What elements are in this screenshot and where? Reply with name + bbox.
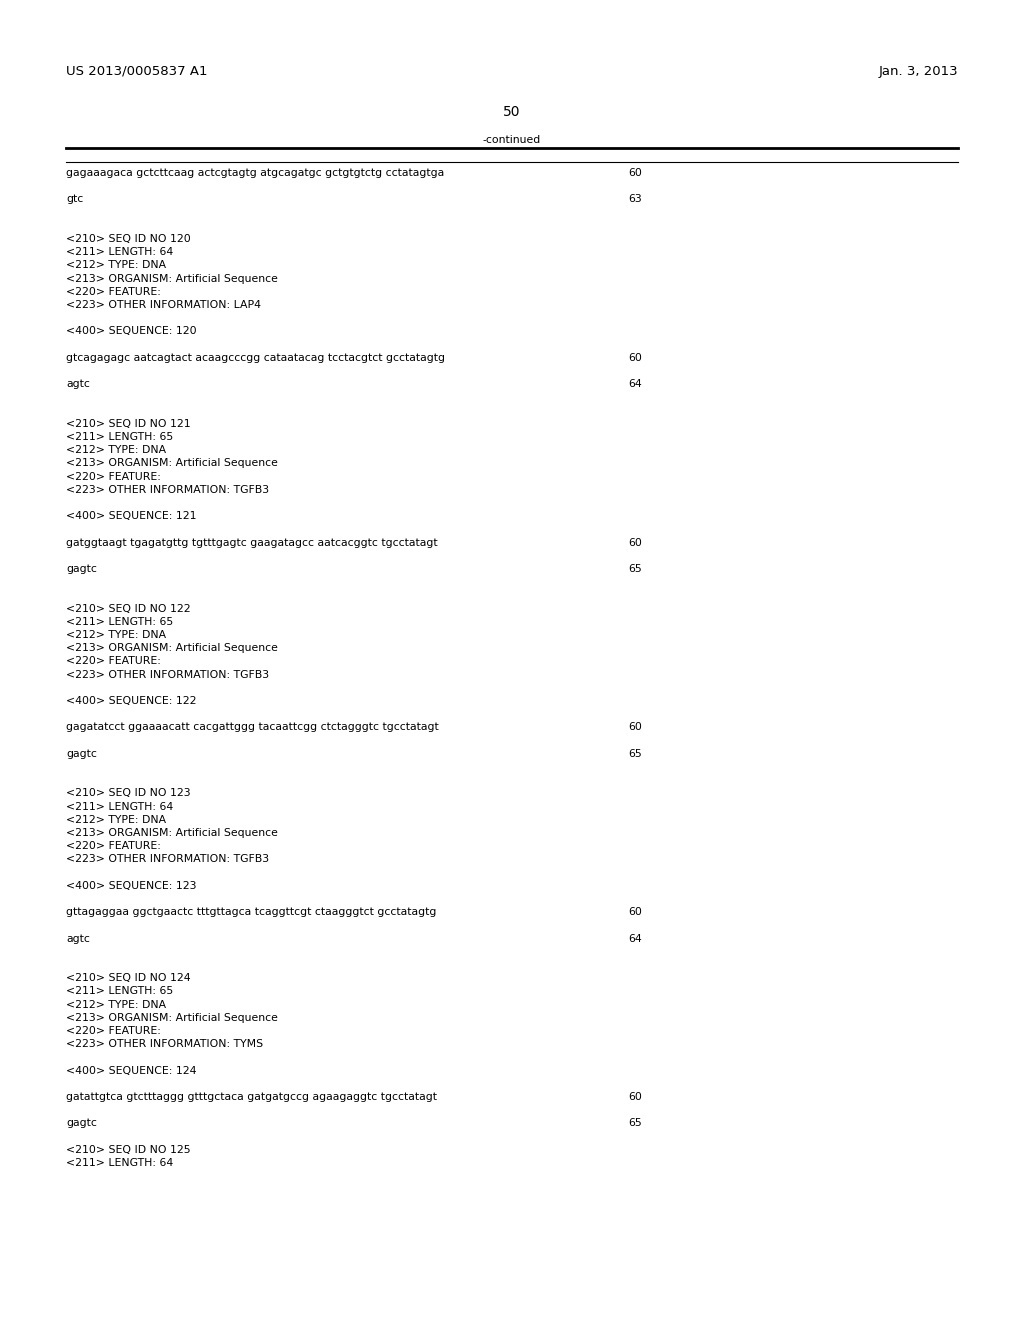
Text: 60: 60 — [628, 907, 642, 917]
Text: gatggtaagt tgagatgttg tgtttgagtc gaagatagcc aatcacggtc tgcctatagt: gatggtaagt tgagatgttg tgtttgagtc gaagata… — [66, 537, 437, 548]
Text: <400> SEQUENCE: 121: <400> SEQUENCE: 121 — [66, 511, 197, 521]
Text: 65: 65 — [628, 748, 642, 759]
Text: <220> FEATURE:: <220> FEATURE: — [66, 656, 161, 667]
Text: 65: 65 — [628, 1118, 642, 1129]
Text: <211> LENGTH: 64: <211> LENGTH: 64 — [66, 247, 173, 257]
Text: <210> SEQ ID NO 121: <210> SEQ ID NO 121 — [66, 418, 190, 429]
Text: 60: 60 — [628, 168, 642, 178]
Text: 65: 65 — [628, 564, 642, 574]
Text: <220> FEATURE:: <220> FEATURE: — [66, 841, 161, 851]
Text: 64: 64 — [628, 379, 642, 389]
Text: gagtc: gagtc — [66, 1118, 97, 1129]
Text: <211> LENGTH: 65: <211> LENGTH: 65 — [66, 986, 173, 997]
Text: <400> SEQUENCE: 120: <400> SEQUENCE: 120 — [66, 326, 197, 337]
Text: <213> ORGANISM: Artificial Sequence: <213> ORGANISM: Artificial Sequence — [66, 1012, 278, 1023]
Text: <213> ORGANISM: Artificial Sequence: <213> ORGANISM: Artificial Sequence — [66, 273, 278, 284]
Text: <223> OTHER INFORMATION: TGFB3: <223> OTHER INFORMATION: TGFB3 — [66, 484, 269, 495]
Text: 60: 60 — [628, 537, 642, 548]
Text: <210> SEQ ID NO 123: <210> SEQ ID NO 123 — [66, 788, 190, 799]
Text: <212> TYPE: DNA: <212> TYPE: DNA — [66, 630, 166, 640]
Text: <213> ORGANISM: Artificial Sequence: <213> ORGANISM: Artificial Sequence — [66, 643, 278, 653]
Text: -continued: -continued — [483, 135, 541, 145]
Text: gagaaagaca gctcttcaag actcgtagtg atgcagatgc gctgtgtctg cctatagtga: gagaaagaca gctcttcaag actcgtagtg atgcaga… — [66, 168, 444, 178]
Text: gtc: gtc — [66, 194, 83, 205]
Text: 50: 50 — [503, 106, 521, 119]
Text: <223> OTHER INFORMATION: TGFB3: <223> OTHER INFORMATION: TGFB3 — [66, 854, 269, 865]
Text: 63: 63 — [628, 194, 642, 205]
Text: <210> SEQ ID NO 125: <210> SEQ ID NO 125 — [66, 1144, 190, 1155]
Text: 64: 64 — [628, 933, 642, 944]
Text: Jan. 3, 2013: Jan. 3, 2013 — [879, 65, 958, 78]
Text: <212> TYPE: DNA: <212> TYPE: DNA — [66, 260, 166, 271]
Text: <211> LENGTH: 65: <211> LENGTH: 65 — [66, 432, 173, 442]
Text: <223> OTHER INFORMATION: TYMS: <223> OTHER INFORMATION: TYMS — [66, 1039, 263, 1049]
Text: 60: 60 — [628, 722, 642, 733]
Text: gtcagagagc aatcagtact acaagcccgg cataatacag tcctacgtct gcctatagtg: gtcagagagc aatcagtact acaagcccgg cataata… — [66, 352, 445, 363]
Text: <212> TYPE: DNA: <212> TYPE: DNA — [66, 999, 166, 1010]
Text: <223> OTHER INFORMATION: TGFB3: <223> OTHER INFORMATION: TGFB3 — [66, 669, 269, 680]
Text: <220> FEATURE:: <220> FEATURE: — [66, 471, 161, 482]
Text: agtc: agtc — [66, 933, 90, 944]
Text: <210> SEQ ID NO 124: <210> SEQ ID NO 124 — [66, 973, 190, 983]
Text: 60: 60 — [628, 1092, 642, 1102]
Text: 60: 60 — [628, 352, 642, 363]
Text: <400> SEQUENCE: 124: <400> SEQUENCE: 124 — [66, 1065, 197, 1076]
Text: <211> LENGTH: 64: <211> LENGTH: 64 — [66, 801, 173, 812]
Text: gagatatcct ggaaaacatt cacgattggg tacaattcgg ctctagggtc tgcctatagt: gagatatcct ggaaaacatt cacgattggg tacaatt… — [66, 722, 438, 733]
Text: gttagaggaa ggctgaactc tttgttagca tcaggttcgt ctaagggtct gcctatagtg: gttagaggaa ggctgaactc tttgttagca tcaggtt… — [66, 907, 436, 917]
Text: <210> SEQ ID NO 120: <210> SEQ ID NO 120 — [66, 234, 190, 244]
Text: <213> ORGANISM: Artificial Sequence: <213> ORGANISM: Artificial Sequence — [66, 458, 278, 469]
Text: <211> LENGTH: 65: <211> LENGTH: 65 — [66, 616, 173, 627]
Text: <223> OTHER INFORMATION: LAP4: <223> OTHER INFORMATION: LAP4 — [66, 300, 261, 310]
Text: US 2013/0005837 A1: US 2013/0005837 A1 — [66, 65, 208, 78]
Text: gagtc: gagtc — [66, 564, 97, 574]
Text: <213> ORGANISM: Artificial Sequence: <213> ORGANISM: Artificial Sequence — [66, 828, 278, 838]
Text: <211> LENGTH: 64: <211> LENGTH: 64 — [66, 1158, 173, 1168]
Text: gagtc: gagtc — [66, 748, 97, 759]
Text: <400> SEQUENCE: 122: <400> SEQUENCE: 122 — [66, 696, 197, 706]
Text: agtc: agtc — [66, 379, 90, 389]
Text: <220> FEATURE:: <220> FEATURE: — [66, 286, 161, 297]
Text: <220> FEATURE:: <220> FEATURE: — [66, 1026, 161, 1036]
Text: <212> TYPE: DNA: <212> TYPE: DNA — [66, 445, 166, 455]
Text: <210> SEQ ID NO 122: <210> SEQ ID NO 122 — [66, 603, 190, 614]
Text: <400> SEQUENCE: 123: <400> SEQUENCE: 123 — [66, 880, 197, 891]
Text: gatattgtca gtctttaggg gtttgctaca gatgatgccg agaagaggtc tgcctatagt: gatattgtca gtctttaggg gtttgctaca gatgatg… — [66, 1092, 437, 1102]
Text: <212> TYPE: DNA: <212> TYPE: DNA — [66, 814, 166, 825]
